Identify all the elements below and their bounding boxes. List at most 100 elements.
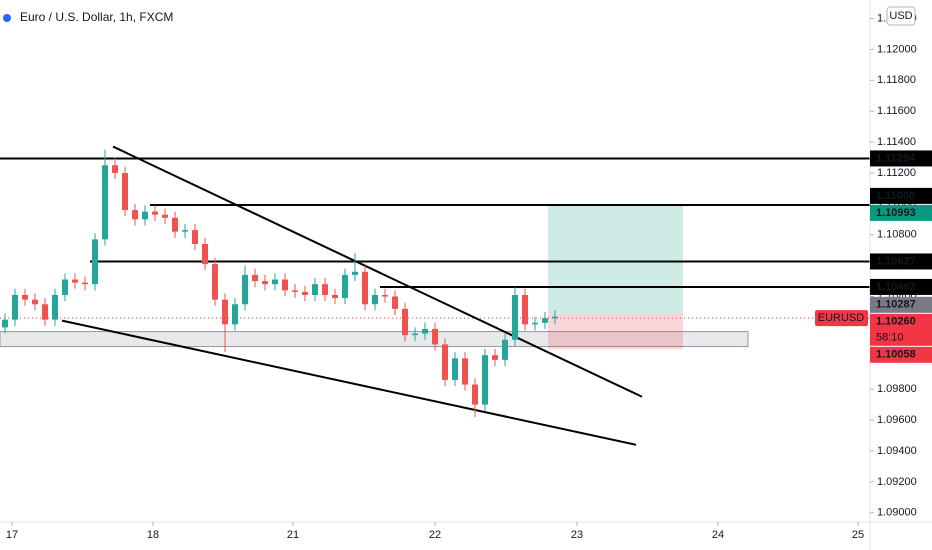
candle-body xyxy=(152,211,158,215)
candle-body xyxy=(422,328,428,334)
candle-body xyxy=(412,333,418,336)
trend-line xyxy=(61,319,637,446)
price-label-box xyxy=(870,150,932,167)
candle-body xyxy=(132,210,138,220)
candle-body xyxy=(432,328,438,345)
x-tick-label: 21 xyxy=(287,529,299,541)
candle-body xyxy=(242,274,248,305)
candle-body xyxy=(362,271,368,305)
legend-header: Euro / U.S. Dollar, 1h, FXCM xyxy=(3,10,173,24)
y-tick-label: 1.09800 xyxy=(877,383,917,395)
candle-body xyxy=(92,239,98,285)
price-label-box xyxy=(870,278,932,295)
price-label: 1.10462 xyxy=(876,281,916,293)
candle-body xyxy=(332,294,338,299)
candle-body xyxy=(292,290,298,292)
candle-body xyxy=(512,294,518,340)
y-tick-label: 1.11800 xyxy=(877,74,916,86)
candle-body xyxy=(12,294,18,320)
chart-title: Euro / U.S. Dollar, 1h, FXCM xyxy=(20,10,173,24)
candle-body xyxy=(312,284,318,295)
candle-body xyxy=(142,211,148,220)
candle-body xyxy=(262,281,268,285)
candle-body xyxy=(272,279,278,285)
candle-body xyxy=(222,299,228,325)
candle-body xyxy=(352,271,358,275)
support-zone xyxy=(0,331,749,348)
candle-body xyxy=(112,165,118,173)
price-label-box xyxy=(870,346,932,363)
plot-area xyxy=(0,145,870,446)
price-label: 1.11294 xyxy=(876,152,916,164)
x-tick-label: 22 xyxy=(429,529,441,541)
price-label: 1.10260 xyxy=(876,316,916,328)
currency-box[interactable]: USD xyxy=(886,6,916,26)
y-tick-label: 1.09600 xyxy=(877,414,917,426)
candle-body xyxy=(102,165,108,240)
candle-body xyxy=(532,322,538,325)
x-tick-label: 17 xyxy=(6,529,18,541)
y-tick-label: 1.11200 xyxy=(877,167,916,179)
currency-label[interactable]: USD xyxy=(889,10,912,22)
candle-body xyxy=(372,294,378,305)
price-label-box xyxy=(870,296,932,313)
candle-body xyxy=(42,304,48,320)
price-label: 1.10058 xyxy=(876,349,916,361)
candle-body xyxy=(192,230,198,245)
trend-line xyxy=(112,145,643,398)
candle-body xyxy=(212,264,218,300)
countdown: 58:10 xyxy=(876,332,904,344)
x-tick-label: 25 xyxy=(852,529,864,541)
position-loss xyxy=(548,313,683,350)
candle-body xyxy=(232,304,238,325)
candle-body xyxy=(482,355,488,405)
candle-body xyxy=(302,291,308,295)
candle-body xyxy=(202,244,208,265)
currency-border xyxy=(886,6,916,26)
price-label: 1.10627 xyxy=(876,255,916,267)
candle-body xyxy=(552,316,558,319)
symbol-tag-box xyxy=(815,310,868,327)
candle-body xyxy=(462,358,468,385)
candle-body xyxy=(452,358,458,380)
candle-body xyxy=(382,294,388,297)
candle-body xyxy=(282,279,288,291)
y-tick-label: 1.11600 xyxy=(877,105,916,117)
candle-body xyxy=(2,319,8,328)
price-label: 1.10993 xyxy=(876,207,916,219)
price-label-box xyxy=(870,187,932,204)
price-label-box xyxy=(870,253,932,270)
candle-body xyxy=(392,296,398,309)
x-tick-label: 24 xyxy=(712,529,724,541)
candle-body xyxy=(542,318,548,323)
price-scale: 1.09000 1.09200 1.09400 1.09600 1.09800 1.100… xyxy=(6,12,932,541)
y-tick-label: 1.10800 xyxy=(877,229,917,241)
symbol-tag: EURUSD xyxy=(818,312,865,324)
y-tick-label: 1.11400 xyxy=(877,136,916,148)
y-tick-label: 1.09200 xyxy=(877,476,917,488)
candle-body xyxy=(342,274,348,299)
price-label: 1.11000 xyxy=(876,190,915,202)
candle-body xyxy=(442,344,448,380)
candle-body xyxy=(522,294,528,325)
candle-body xyxy=(472,384,478,405)
price-label-box xyxy=(870,313,932,346)
candle-body xyxy=(322,284,328,295)
y-tick-label: 1.12000 xyxy=(877,43,917,55)
candle-body xyxy=(182,230,188,232)
y-tick-label: 1.09400 xyxy=(877,445,917,457)
x-tick-label: 18 xyxy=(147,529,159,541)
candle-body xyxy=(52,294,58,320)
price-label: 1.10287 xyxy=(876,299,916,311)
candle-body xyxy=(402,308,408,336)
candle-body xyxy=(502,339,508,360)
symbol-icon xyxy=(3,14,11,22)
candle-body xyxy=(62,279,68,295)
candle-body xyxy=(162,214,168,218)
candle-body xyxy=(32,299,38,305)
price-label-box xyxy=(870,204,932,221)
candle-body xyxy=(252,274,258,282)
position-profit xyxy=(548,204,683,314)
